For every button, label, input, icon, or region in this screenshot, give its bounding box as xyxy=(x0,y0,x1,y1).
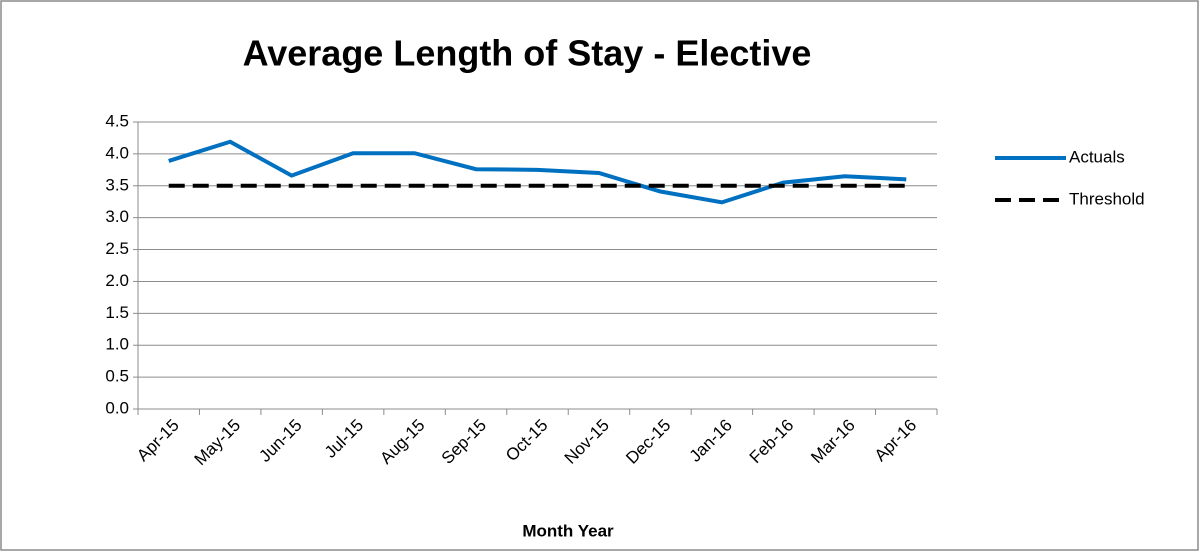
y-tick-label: 0.5 xyxy=(105,367,129,386)
y-tick-label: 4.0 xyxy=(105,143,129,162)
x-axis-title: Month Year xyxy=(522,521,614,540)
legend-label: Actuals xyxy=(1069,147,1125,166)
y-tick-label: 0.0 xyxy=(105,398,129,417)
y-tick-label: 2.5 xyxy=(105,239,129,258)
y-tick-label: 1.0 xyxy=(105,335,129,354)
y-tick-label: 3.5 xyxy=(105,175,129,194)
y-tick-label: 1.5 xyxy=(105,303,129,322)
y-tick-label: 3.0 xyxy=(105,207,129,226)
chart-title: Average Length of Stay - Elective xyxy=(243,33,812,74)
legend-label: Threshold xyxy=(1069,189,1145,208)
y-tick-label: 4.5 xyxy=(105,111,129,130)
y-tick-label: 2.0 xyxy=(105,271,129,290)
series-line xyxy=(168,139,907,205)
